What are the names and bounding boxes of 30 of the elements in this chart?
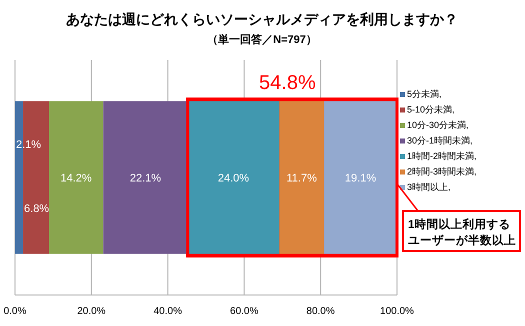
bar (188, 101, 280, 254)
x-tick-label: 100.0% (380, 306, 414, 317)
text: ユーザーが半数以上 (408, 233, 516, 247)
legend-label: 2時間-3時間未満, (407, 166, 477, 176)
band-label: 54.8% (259, 72, 316, 94)
legend-label: 30分-1時間未満, (407, 136, 473, 146)
chart-title: あなたは週にどれくらいソーシャルメディアを利用しますか？ (66, 11, 458, 27)
legend-label: 1時間-2時間未満, (407, 151, 477, 161)
data-label: 2.1% (16, 138, 42, 151)
bar (49, 101, 104, 254)
x-tick-label: 0.0% (4, 306, 27, 317)
data-label: 11.7% (286, 172, 318, 184)
data-label: 24.0% (218, 172, 250, 184)
data-label: 14.2% (60, 172, 92, 184)
bar (324, 101, 397, 254)
legend-label: 3時間以上, (407, 182, 451, 192)
data-label: 22.1% (130, 172, 162, 184)
data-label: 19.1% (344, 172, 376, 184)
bar (103, 101, 188, 254)
data-label: 6.8% (24, 203, 50, 216)
legend-label: 5分未満, (407, 89, 442, 99)
x-tick-label: 20.0% (77, 306, 106, 317)
text: 1時間以上利用する (408, 217, 510, 231)
legend-label: 10分-30分未満, (407, 120, 469, 130)
bar (279, 101, 324, 254)
x-tick-label: 40.0% (154, 306, 182, 317)
x-tick-label: 60.0% (230, 306, 258, 317)
legend-label: 5-10分未満, (407, 104, 455, 114)
x-tick-label: 80.0% (306, 306, 335, 317)
chart-subtitle: （単一回答／N=797） (207, 33, 317, 46)
